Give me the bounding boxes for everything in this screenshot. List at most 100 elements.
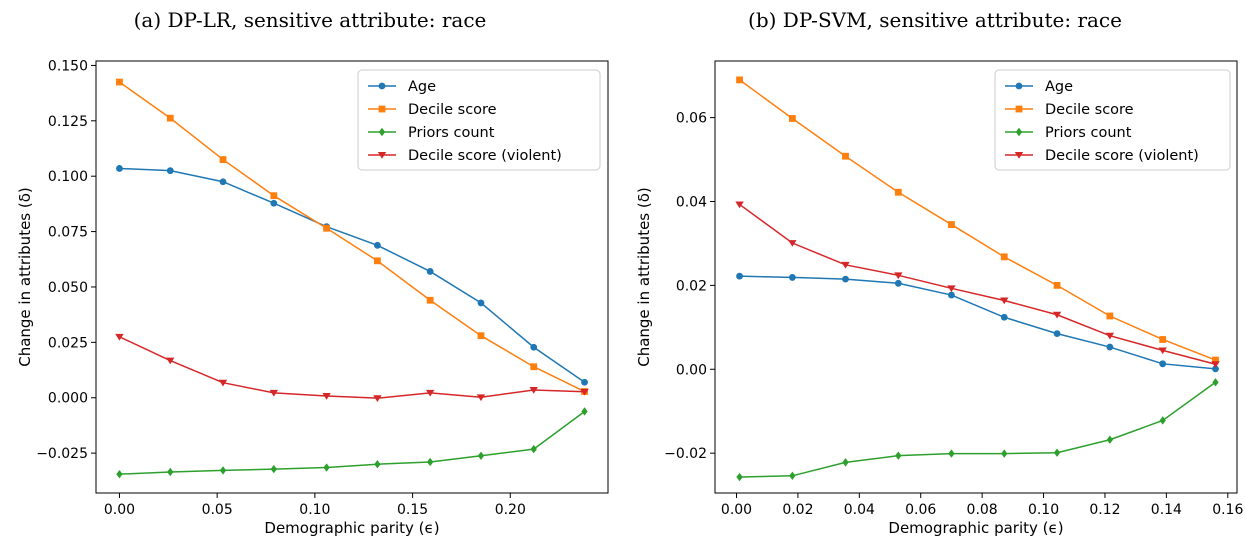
data-point: [166, 114, 174, 122]
data-point: [947, 285, 956, 293]
data-point: [788, 240, 797, 247]
series-line: [739, 275, 1216, 370]
series-age: [736, 272, 1219, 373]
series-decile-score: [736, 76, 1219, 364]
data-point: [735, 201, 744, 209]
data-point: [116, 165, 123, 172]
data-point: [581, 378, 588, 386]
legend-label: Priors count: [1045, 125, 1132, 141]
x-tick-label: 0.20: [495, 502, 526, 518]
legend-marker: [378, 105, 386, 113]
series-priors-count: [116, 407, 588, 479]
data-point: [788, 274, 796, 281]
x-tick-label: 0.05: [202, 502, 233, 518]
y-axis-label: Change in attributes (δ): [16, 187, 34, 367]
x-tick-label: 0.04: [844, 502, 875, 518]
series-line: [739, 381, 1216, 478]
data-point: [477, 299, 485, 307]
data-point: [1053, 330, 1061, 338]
data-point: [322, 393, 331, 400]
y-tick-label: 0.025: [48, 335, 88, 351]
series-line: [739, 203, 1216, 365]
legend-label: Decile score (violent): [408, 148, 562, 164]
legend: Age Decile score Priors count Decile score …: [994, 69, 1231, 171]
y-axis-label: Change in attributes (δ): [635, 187, 653, 367]
data-point: [166, 167, 174, 175]
data-point: [167, 467, 174, 477]
data-point: [115, 333, 124, 341]
data-point: [894, 272, 903, 280]
plot-frame: [714, 60, 1238, 494]
data-point: [1052, 311, 1062, 319]
data-point: [948, 291, 955, 299]
data-point: [1159, 416, 1166, 425]
data-point: [1053, 281, 1061, 289]
series-age: [116, 165, 588, 386]
data-point: [842, 152, 849, 160]
data-point: [218, 379, 228, 387]
data-point: [1106, 343, 1114, 351]
data-point: [269, 389, 279, 397]
series-line: [119, 81, 585, 393]
data-point: [219, 178, 227, 186]
x-tick-label: 0.00: [104, 502, 135, 518]
chart-title-a: (a) DP-LR, sensitive attribute: race: [133, 8, 487, 32]
legend-marker: [1015, 105, 1023, 113]
x-tick-label: 0.06: [905, 502, 936, 518]
legend-label: Age: [408, 79, 436, 95]
data-point: [530, 343, 538, 351]
data-point: [1053, 448, 1061, 457]
x-tick-label: 0.02: [782, 502, 813, 518]
x-tick-label: 0.15: [397, 502, 428, 518]
y-tick-label: 0.100: [48, 169, 88, 185]
chart-panel-b: (b) DP-SVM, sensitive attribute: race 0.…: [625, 0, 1245, 537]
x-tick-label: 0.16: [1212, 502, 1243, 518]
y-tick-label: 0.02: [676, 278, 707, 294]
data-point: [374, 460, 381, 469]
chart-panel-a: (a) DP-LR, sensitive attribute: race 0.0…: [0, 0, 620, 537]
y-tick-label: 0.125: [48, 114, 88, 130]
data-point: [477, 451, 485, 460]
y-tick-label: 0.04: [676, 195, 707, 211]
data-point: [427, 457, 434, 467]
data-point: [894, 279, 902, 287]
data-point: [948, 221, 955, 228]
legend-label: Decile score: [1045, 102, 1134, 118]
legend-box: [357, 69, 601, 171]
legend-marker: [1014, 152, 1024, 159]
data-point: [948, 449, 955, 458]
line-chart-a: 0.00 0.05 0.10 0.15 0.20 −0.025 0.000 0.025 0.05…: [16, 58, 609, 537]
data-point: [1000, 297, 1009, 305]
legend-marker: [378, 82, 386, 90]
series-decile-score-violent: [735, 201, 1220, 369]
data-point: [1106, 435, 1114, 444]
legend-label: Decile score: [408, 102, 497, 118]
data-point: [476, 394, 486, 402]
data-point: [842, 275, 849, 283]
x-tick-label: 0.12: [1089, 502, 1120, 518]
x-tick-label: 0.10: [299, 502, 330, 518]
data-point: [374, 241, 381, 249]
data-point: [842, 458, 849, 467]
data-point: [894, 188, 902, 196]
legend-marker: [377, 152, 387, 159]
y-tick-label: 0.000: [48, 391, 88, 407]
data-point: [1001, 449, 1008, 458]
data-point: [530, 363, 538, 371]
data-point: [788, 115, 796, 122]
data-point: [477, 332, 485, 340]
data-point: [529, 387, 538, 394]
legend-marker: [1015, 82, 1023, 90]
legend-label: Priors count: [408, 125, 495, 141]
legend-label: Age: [1045, 79, 1073, 95]
data-point: [270, 199, 278, 207]
x-tick-label: 0.14: [1151, 502, 1182, 518]
data-point: [841, 261, 850, 269]
y-tick-label: 0.06: [676, 111, 707, 127]
series-line: [119, 410, 585, 475]
data-point: [789, 471, 796, 481]
data-point: [1159, 360, 1167, 368]
y-tick-label: 0.050: [48, 280, 88, 296]
series-line: [119, 167, 585, 383]
data-point: [323, 224, 330, 232]
